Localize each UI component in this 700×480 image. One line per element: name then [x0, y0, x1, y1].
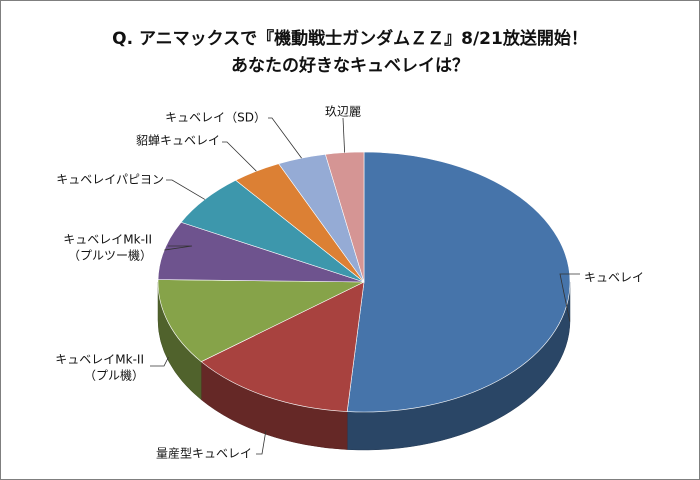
- slice-label: キュベレイ（SD）: [165, 111, 266, 125]
- slice-label: （プルツー機）: [68, 248, 152, 263]
- chart-title-line-1: Q. アニマックスで『機動戦士ガンダムＺＺ』8/21放送開始！: [112, 29, 588, 49]
- slice-label: キュベレイ: [584, 271, 644, 285]
- slice-label: 貂蝉キュベレイ: [136, 134, 220, 148]
- slice-label: キュベレイMk-II: [55, 353, 144, 367]
- leader-line: [222, 141, 257, 172]
- pie-slice: [346, 151, 571, 413]
- pie-slice: [325, 151, 365, 283]
- slice-label: （プル機）: [84, 368, 144, 383]
- leader-line: [268, 117, 302, 159]
- leader-line: [559, 273, 580, 322]
- slice-label: キュベレイMk-II: [63, 233, 152, 247]
- leader-line: [166, 179, 206, 200]
- pie-slice: [157, 279, 365, 363]
- pie-slice: [200, 281, 365, 412]
- leader-line: [150, 356, 169, 367]
- chart-title-line-2: あなたの好きなキュベレイは？: [231, 56, 469, 76]
- slice-label: 量産型キュベレイ: [156, 446, 252, 461]
- slice-label: 玖辺麗: [325, 105, 361, 119]
- leader-line: [256, 430, 267, 455]
- leader-line: [164, 245, 193, 251]
- chart-title: Q. アニマックスで『機動戦士ガンダムＺＺ』8/21放送開始！ あなたの好きなキ…: [0, 26, 700, 80]
- leader-line: [342, 117, 346, 153]
- slice-label: キュベレイパピヨン: [56, 173, 164, 187]
